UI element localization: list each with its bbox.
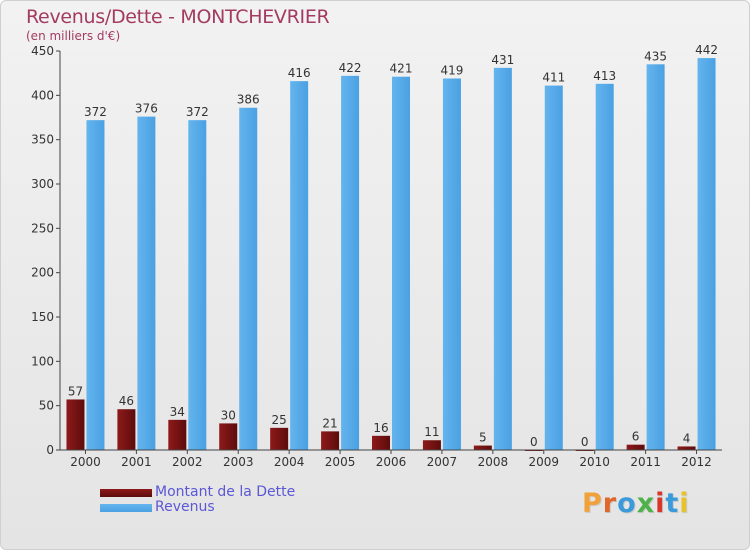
value-label-debt-2004: 25 (272, 413, 287, 427)
value-label-revenue-2006: 421 (390, 62, 413, 76)
x-tick-label-2009: 2009 (528, 455, 559, 469)
bar-debt-2007 (422, 440, 441, 450)
value-label-revenue-2009: 411 (542, 71, 565, 85)
value-label-revenue-2000: 372 (84, 105, 107, 119)
bar-debt-2002 (168, 419, 187, 450)
value-label-debt-2003: 30 (221, 408, 236, 422)
bar-debt-2004 (270, 427, 289, 450)
chart-subtitle: (en milliers d'€) (26, 29, 121, 43)
y-tick-label-50: 50 (39, 399, 54, 413)
x-tick-label-2006: 2006 (376, 455, 407, 469)
value-label-revenue-2007: 419 (440, 63, 463, 77)
y-tick-label-0: 0 (46, 443, 54, 457)
y-tick-label-300: 300 (31, 177, 54, 191)
value-label-revenue-2002: 372 (186, 105, 209, 119)
x-tick-label-2012: 2012 (681, 455, 712, 469)
bar-revenue-2002 (188, 120, 207, 450)
x-tick-label-2003: 2003 (223, 455, 254, 469)
bar-revenue-2012 (697, 58, 716, 451)
x-tick-label-2002: 2002 (172, 455, 203, 469)
bar-revenue-2008 (493, 67, 512, 450)
value-label-revenue-2005: 422 (339, 61, 362, 75)
value-label-debt-2001: 46 (119, 394, 134, 408)
bar-debt-2008 (473, 445, 492, 450)
y-tick-label-350: 350 (31, 133, 54, 147)
value-label-revenue-2010: 413 (593, 69, 616, 83)
chart-title: Revenus/Dette - MONTCHEVRIER (26, 6, 330, 28)
y-tick-label-200: 200 (31, 266, 54, 280)
x-tick-label-2000: 2000 (70, 455, 101, 469)
value-label-revenue-2012: 442 (695, 43, 718, 57)
value-label-revenue-2004: 416 (288, 66, 311, 80)
bar-revenue-2010 (595, 83, 614, 450)
value-label-debt-2006: 16 (373, 421, 388, 435)
x-tick-label-2004: 2004 (274, 455, 305, 469)
value-label-debt-2010: 0 (581, 435, 589, 449)
bar-revenue-2007 (442, 78, 461, 450)
value-label-revenue-2003: 386 (237, 93, 260, 107)
proxiti-logo: Proxiti (582, 488, 690, 519)
y-tick-label-100: 100 (31, 354, 54, 368)
value-label-debt-2012: 4 (683, 431, 691, 445)
value-label-revenue-2008: 431 (491, 53, 514, 67)
value-label-debt-2009: 0 (530, 435, 538, 449)
y-tick-label-150: 150 (31, 310, 54, 324)
bar-debt-2003 (219, 423, 238, 450)
x-tick-label-2005: 2005 (325, 455, 356, 469)
value-label-debt-2008: 5 (479, 431, 487, 445)
bar-debt-2006 (372, 435, 390, 450)
legend-swatch-revenue (100, 504, 152, 512)
value-label-revenue-2001: 376 (135, 102, 158, 116)
legend-label-revenue: Revenus (155, 499, 215, 515)
legend-label-debt: Montant de la Dette (155, 484, 296, 500)
bar-debt-2011 (626, 444, 645, 450)
value-label-debt-2007: 11 (424, 425, 439, 439)
bar-revenue-2005 (341, 75, 360, 451)
value-label-debt-2000: 57 (68, 384, 83, 398)
bar-debt-2001 (117, 409, 136, 450)
value-label-debt-2011: 6 (632, 430, 640, 444)
bar-revenue-2006 (392, 76, 410, 451)
x-tick-label-2011: 2011 (630, 455, 661, 469)
x-tick-label-2008: 2008 (478, 455, 509, 469)
y-tick-label-450: 450 (31, 44, 54, 58)
bar-revenue-2004 (290, 81, 309, 450)
x-tick-label-2010: 2010 (579, 455, 610, 469)
bar-revenue-2003 (239, 107, 258, 450)
value-label-revenue-2011: 435 (644, 49, 667, 63)
y-tick-label-400: 400 (31, 88, 54, 102)
bar-revenue-2011 (646, 64, 665, 451)
bar-revenue-2009 (544, 85, 563, 450)
x-tick-label-2001: 2001 (121, 455, 152, 469)
bar-debt-2000 (66, 399, 85, 450)
value-label-debt-2005: 21 (322, 416, 337, 430)
legend-swatch-debt (100, 489, 152, 497)
bar-debt-2005 (321, 431, 340, 450)
value-label-debt-2002: 34 (170, 405, 185, 419)
bar-revenue-2001 (137, 116, 156, 450)
y-tick-label-250: 250 (31, 221, 54, 235)
bar-debt-2012 (677, 446, 696, 450)
bar-revenue-2000 (86, 120, 105, 450)
x-tick-label-2007: 2007 (427, 455, 458, 469)
